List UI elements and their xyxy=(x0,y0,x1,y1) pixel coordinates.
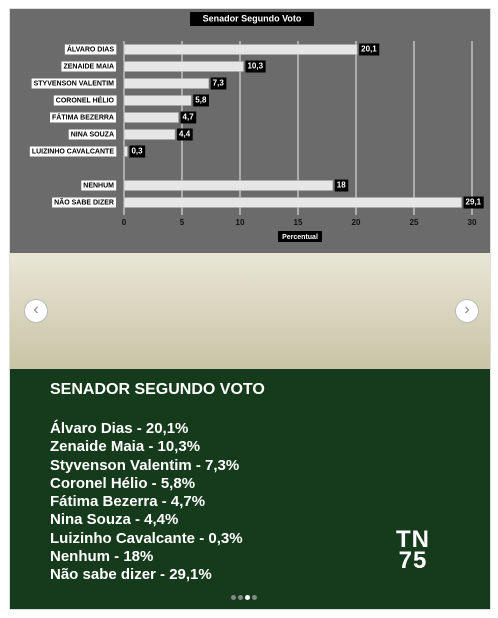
heading: SENADOR SEGUNDO VOTO xyxy=(50,381,265,398)
value-label: 20,1 xyxy=(361,45,377,54)
label-box xyxy=(61,61,116,72)
value-label: 7,3 xyxy=(213,79,225,88)
value-label: 4,7 xyxy=(183,113,195,122)
x-tick-label: 0 xyxy=(122,218,127,227)
label-box xyxy=(68,129,116,140)
y-tick-label: NÃO SABE DIZER xyxy=(54,197,114,206)
dot-active[interactable] xyxy=(245,595,250,600)
dot[interactable] xyxy=(252,595,257,600)
value-label-box xyxy=(193,94,209,107)
carousel-band: ‹ › xyxy=(10,253,490,369)
label-box xyxy=(31,78,117,89)
next-button[interactable]: › xyxy=(455,299,479,323)
dot[interactable] xyxy=(231,595,236,600)
value-label: 0,3 xyxy=(131,147,143,156)
result-line: Luizinho Cavalcante - 0,3% xyxy=(50,529,243,547)
caption-panel: SENADOR SEGUNDO VOTO Álvaro Dias - 20,1%… xyxy=(10,369,490,609)
y-tick-label: LUIZINHO CAVALCANTE xyxy=(32,148,115,155)
y-tick-label: ÁLVARO DIAS xyxy=(67,44,115,53)
bar xyxy=(123,146,128,157)
title-box xyxy=(190,12,314,26)
y-tick-label: ZENAIDE MAIA xyxy=(63,63,114,70)
value-label-box xyxy=(180,111,197,124)
post: Senador Segundo Voto Percentual 0 5 10 15 20… xyxy=(9,8,491,610)
result-line: Não sabe dizer - 29,1% xyxy=(50,566,212,584)
y-tick-label: STYVENSON VALENTIM xyxy=(34,80,115,87)
value-label: 18 xyxy=(337,181,346,190)
bar xyxy=(123,61,244,72)
x-tick-label: 30 xyxy=(468,218,477,227)
result-list: Álvaro Dias - 20,1% Zenaide Maia - 10,3% S… xyxy=(50,420,243,585)
label-box xyxy=(52,197,116,208)
y-tick-label: NENHUM xyxy=(83,182,114,189)
result-line: Zenaide Maia - 10,3% xyxy=(50,438,201,456)
logo: TN 75 xyxy=(396,526,430,574)
value-label: 5,8 xyxy=(195,96,207,105)
bar xyxy=(123,44,358,55)
prev-button[interactable]: ‹ xyxy=(24,299,48,323)
x-tick-label: 25 xyxy=(410,218,419,227)
value-label-box xyxy=(463,196,484,209)
logo-bottom: 75 xyxy=(398,547,428,574)
bar xyxy=(123,180,334,191)
value-label-box xyxy=(210,77,227,90)
value-label-box xyxy=(359,43,380,56)
x-tick-label: 5 xyxy=(180,218,185,227)
chart-title: Senador Segundo Voto xyxy=(203,13,302,23)
value-label-box xyxy=(245,60,266,73)
value-label: 10,3 xyxy=(247,62,263,71)
bar xyxy=(123,78,209,89)
value-label: 29,1 xyxy=(466,198,482,207)
label-box xyxy=(29,146,117,157)
logo-top: TN xyxy=(396,526,430,553)
carousel-dots xyxy=(230,587,258,605)
x-tick-label: 15 xyxy=(294,218,303,227)
x-tick-label: 10 xyxy=(236,218,245,227)
bar xyxy=(123,112,179,123)
label-box xyxy=(50,112,116,123)
dot[interactable] xyxy=(238,595,243,600)
chart: Senador Segundo Voto Percentual 0 5 10 15 20… xyxy=(10,9,490,253)
y-tick-label: NINA SOUZA xyxy=(71,131,114,138)
value-label-box xyxy=(334,179,349,192)
result-line: Styvenson Valentim - 7,3% xyxy=(50,456,240,474)
xlabel-box xyxy=(278,231,322,242)
y-tick-label: CORONEL HÉLIO xyxy=(56,95,115,104)
bar xyxy=(123,129,176,140)
value-label-box xyxy=(129,145,146,158)
result-line: Nina Souza - 4,4% xyxy=(50,511,179,529)
result-line: Nenhum - 18% xyxy=(50,548,154,566)
result-line: Álvaro Dias - 20,1% xyxy=(50,420,189,437)
label-box xyxy=(53,95,117,106)
y-tick-label: FÁTIMA BEZERRA xyxy=(52,112,114,121)
bar xyxy=(123,95,192,106)
result-line: Coronel Hélio - 5,8% xyxy=(50,474,196,492)
value-label-box xyxy=(177,128,193,141)
x-axis-label: Percentual xyxy=(282,234,318,241)
label-box xyxy=(64,44,117,55)
bar xyxy=(123,197,462,208)
label-box xyxy=(81,180,117,191)
value-label: 4,4 xyxy=(179,130,191,139)
result-line: Fátima Bezerra - 4,7% xyxy=(50,493,206,511)
x-tick-label: 20 xyxy=(352,218,361,227)
